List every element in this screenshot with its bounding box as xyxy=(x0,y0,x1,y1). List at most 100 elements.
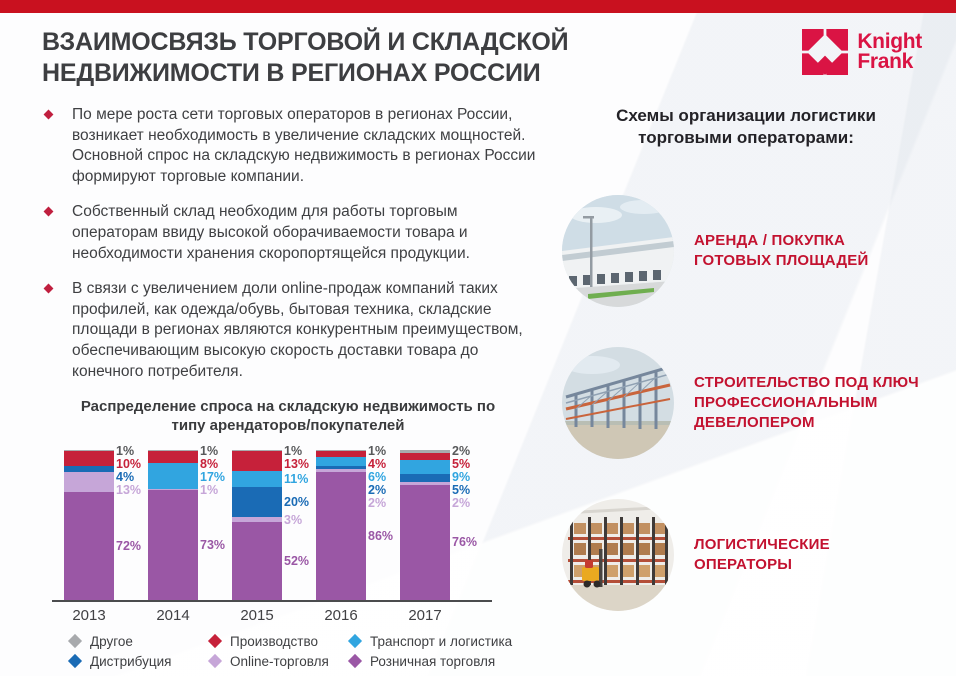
bar-segment xyxy=(400,484,450,600)
legend-item: Производство xyxy=(207,634,348,649)
bar-value-label: 1% xyxy=(200,482,219,497)
bar-value-label: 10% xyxy=(116,456,142,471)
bar-group-2015: 1% 13% 11% 20% 3% 52% 2015 xyxy=(226,444,310,624)
scheme-item: ЛОГИСТИЧЕСКИЕ ОПЕРАТОРЫ xyxy=(562,499,930,612)
right-panel-heading: Схемы организации логистики торговыми оп… xyxy=(616,106,876,148)
bar-segment xyxy=(64,466,114,473)
chart-plot: 1% 10% 4% 13% 72% 2013 1% 8% 17% 1% 73% 2014 1% 13% 11… xyxy=(58,444,478,624)
scheme-photo-warehouse-interior xyxy=(562,499,674,612)
bar-value-label: 72% xyxy=(116,538,142,553)
bar-segment xyxy=(400,449,450,453)
legend-item: Розничная торговля xyxy=(347,653,548,669)
axis-tick-label: 2014 xyxy=(156,606,190,624)
main-content: По мере роста сети торговых операторов в… xyxy=(0,99,956,669)
bar-value-label: 4% xyxy=(368,456,387,471)
left-column: По мере роста сети торговых операторов в… xyxy=(0,99,556,669)
bar-segment xyxy=(316,466,366,470)
bar-value-label: 1% xyxy=(116,443,135,458)
bar-value-label: 86% xyxy=(368,528,394,543)
scheme-label: ЛОГИСТИЧЕСКИЕ ОПЕРАТОРЫ xyxy=(694,535,830,574)
stacked-bar xyxy=(232,449,282,600)
bar-value-label: 5% xyxy=(452,457,471,472)
bar-value-label: 76% xyxy=(452,535,478,550)
bar-value-label: 2% xyxy=(452,496,471,511)
scheme-label: СТРОИТЕЛЬСТВО ПОД КЛЮЧ ПРОФЕССИОНАЛЬНЫМ … xyxy=(694,373,919,432)
bar-segment xyxy=(148,490,198,600)
scheme-item: СТРОИТЕЛЬСТВО ПОД КЛЮЧ ПРОФЕССИОНАЛЬНЫМ … xyxy=(562,347,930,460)
stacked-bar xyxy=(148,449,198,600)
bar-segment xyxy=(400,452,450,461)
bullet-text: В связи с увеличением доли online-продаж… xyxy=(72,280,523,380)
bar-value-label: 2% xyxy=(368,495,387,510)
bar-value-label: 13% xyxy=(116,482,142,497)
bar-segment xyxy=(64,451,114,467)
bar-segment xyxy=(316,472,366,600)
bar-value-label: 20% xyxy=(284,495,310,510)
legend-swatch-icon xyxy=(207,654,223,669)
bar-segment xyxy=(400,474,450,482)
axis-tick-label: 2017 xyxy=(408,606,442,624)
bullet-item: Собственный склад необходим для работы т… xyxy=(42,202,556,264)
top-accent-bar xyxy=(0,0,956,13)
chart-title: Распределение спроса на складскую недвиж… xyxy=(80,398,496,435)
bar-value-label: 3% xyxy=(284,512,303,527)
legend-item: Дистрибуция xyxy=(67,653,208,669)
stacked-bar xyxy=(316,449,366,600)
axis-tick-label: 2013 xyxy=(72,606,106,624)
bar-group-2016: 1% 4% 6% 2% 2% 86% 2016 xyxy=(310,444,394,624)
legend-label: Розничная торговля xyxy=(370,653,496,669)
bar-value-label: 73% xyxy=(200,538,226,553)
bar-value-label: 17% xyxy=(200,469,226,484)
bar-value-label: 11% xyxy=(284,472,309,487)
legend-label: Другое xyxy=(90,633,133,649)
legend-swatch-icon xyxy=(347,634,363,649)
bar-segment xyxy=(232,451,282,471)
bar-segment xyxy=(316,449,366,452)
bar-value-label: 1% xyxy=(200,443,219,458)
bar-segment xyxy=(232,470,282,488)
legend-label: Дистрибуция xyxy=(90,653,172,669)
legend-item: Транспорт и логистика xyxy=(347,634,548,649)
bar-value-label: 9% xyxy=(452,470,471,485)
bar-value-label: 5% xyxy=(452,483,471,498)
knight-frank-logo: Knight Frank xyxy=(802,27,922,75)
legend-item: Другое xyxy=(67,633,208,649)
scheme-photo-construction-site xyxy=(562,347,674,460)
bar-value-label: 2% xyxy=(368,482,387,497)
bar-value-label: 52% xyxy=(284,553,310,568)
right-column: Схемы организации логистики торговыми оп… xyxy=(556,99,956,669)
scheme-photo-warehouse-exterior xyxy=(562,195,674,308)
bar-segment xyxy=(148,451,198,464)
bar-value-label: 4% xyxy=(116,469,135,484)
legend-label: Online-торговля xyxy=(230,653,329,669)
bullet-text: Собственный склад необходим для работы т… xyxy=(72,203,470,262)
legend-swatch-icon xyxy=(207,634,223,649)
bullet-list: По мере роста сети торговых операторов в… xyxy=(42,105,556,382)
bullet-diamond-icon xyxy=(42,202,72,264)
bar-segment xyxy=(232,449,282,452)
bar-value-label: 8% xyxy=(200,456,219,471)
scheme-item: АРЕНДА / ПОКУПКА ГОТОВЫХ ПЛОЩАДЕЙ xyxy=(562,195,930,308)
bullet-diamond-icon xyxy=(42,105,72,187)
axis-tick-label: 2016 xyxy=(324,606,358,624)
bar-segment xyxy=(64,472,114,492)
bar-value-label: 13% xyxy=(284,456,310,471)
stacked-bar xyxy=(400,449,450,600)
bar-segment xyxy=(64,491,114,600)
axis-tick-label: 2015 xyxy=(240,606,274,624)
bar-segment xyxy=(232,521,282,600)
header: ВЗАИМОСВЯЗЬ ТОРГОВОЙ И СКЛАДСКОЙ НЕДВИЖИ… xyxy=(0,0,956,89)
bar-segment xyxy=(148,488,198,491)
knight-frank-logo-icon xyxy=(802,29,849,75)
legend-swatch-icon xyxy=(67,634,83,649)
bar-value-label: 1% xyxy=(368,443,387,458)
legend-swatch-icon xyxy=(67,654,83,669)
bar-group-2017: 2% 5% 9% 5% 2% 76% 2017 xyxy=(394,445,478,624)
bar-segment xyxy=(232,517,282,522)
bar-segment xyxy=(64,449,114,452)
knight-frank-wordmark: Knight Frank xyxy=(857,30,922,73)
bullet-item: По мере роста сети торговых операторов в… xyxy=(42,105,556,187)
bar-segment xyxy=(400,460,450,475)
legend-item: Online-торговля xyxy=(207,653,348,669)
